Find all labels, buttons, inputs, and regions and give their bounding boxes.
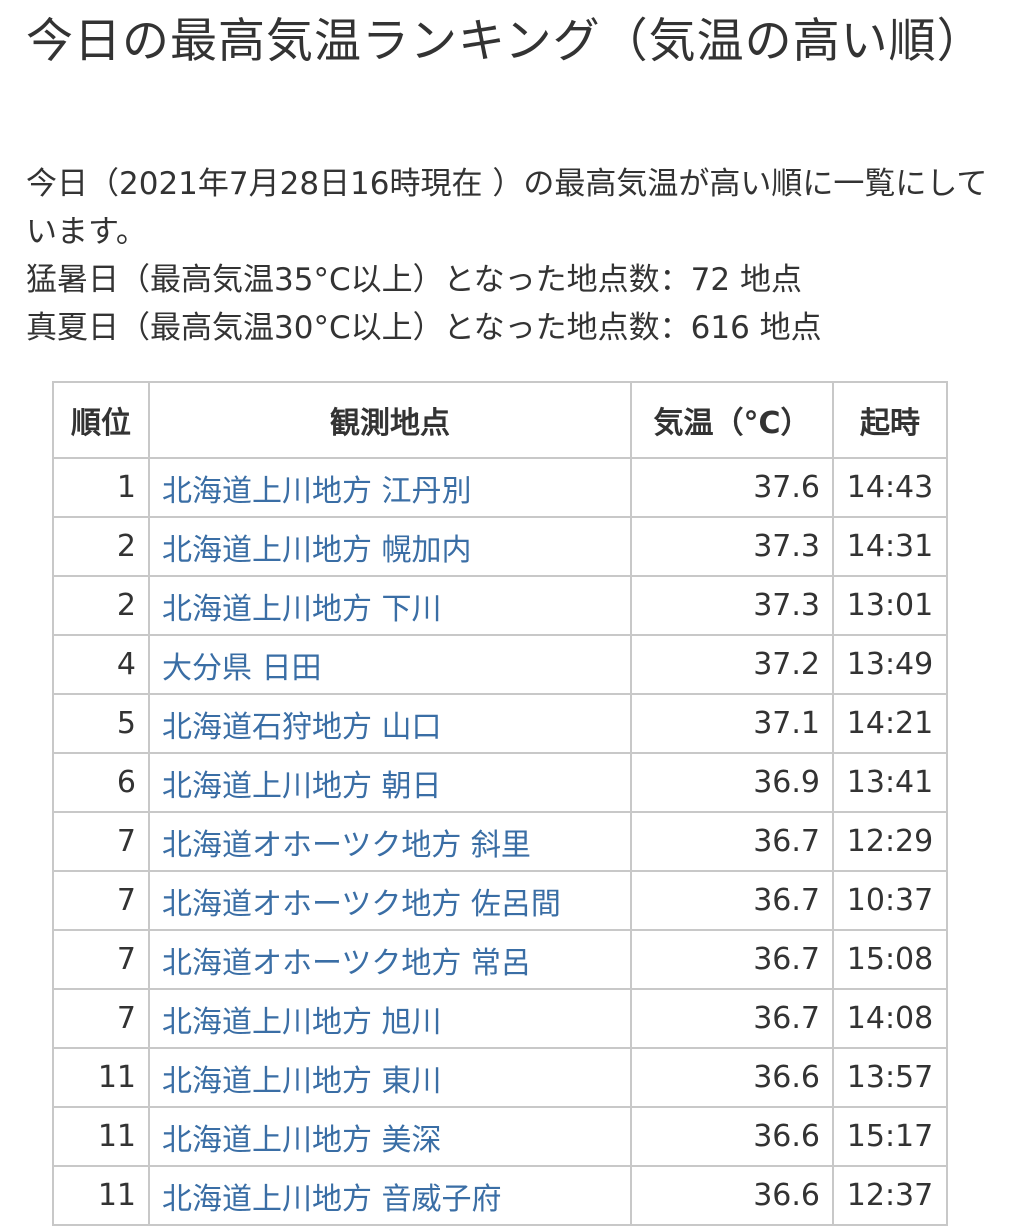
table-row: 6 北海道上川地方 朝日 36.9 13:41 <box>52 752 948 813</box>
temperature-cell: 36.7 <box>630 870 834 931</box>
table-row: 7 北海道オホーツク地方 斜里 36.7 12:29 <box>52 811 948 872</box>
table-row: 4 大分県 日田 37.2 13:49 <box>52 634 948 695</box>
temperature-cell: 36.6 <box>630 1047 834 1108</box>
description-text: 今日（2021年7月28日16時現在 ）の最高気温が高い順に一覧にしています。 <box>26 166 988 250</box>
temperature-cell: 36.7 <box>630 811 834 872</box>
temperature-cell: 37.3 <box>630 575 834 636</box>
location-link[interactable]: 北海道オホーツク地方 佐呂間 <box>162 886 561 922</box>
table-row: 7 北海道上川地方 旭川 36.7 14:08 <box>52 988 948 1049</box>
location-link[interactable]: 北海道上川地方 美深 <box>162 1122 442 1158</box>
time-cell: 13:01 <box>832 575 948 636</box>
rank-cell: 7 <box>52 988 150 1049</box>
location-link[interactable]: 北海道石狩地方 山口 <box>162 709 442 745</box>
extreme-heat-count: 猛暑日（最高気温35°C以上）となった地点数：72 地点 <box>26 262 802 298</box>
location-link[interactable]: 大分県 日田 <box>162 650 322 686</box>
temperature-cell: 36.7 <box>630 988 834 1049</box>
location-link[interactable]: 北海道上川地方 下川 <box>162 591 442 627</box>
time-cell: 15:08 <box>832 929 948 990</box>
location-cell: 北海道オホーツク地方 佐呂間 <box>148 870 632 931</box>
location-cell: 北海道上川地方 幌加内 <box>148 516 632 577</box>
temperature-cell: 37.1 <box>630 693 834 754</box>
table-row: 7 北海道オホーツク地方 佐呂間 36.7 10:37 <box>52 870 948 931</box>
location-cell: 北海道上川地方 旭川 <box>148 988 632 1049</box>
temperature-cell: 36.9 <box>630 752 834 813</box>
rank-cell: 5 <box>52 693 150 754</box>
time-cell: 13:41 <box>832 752 948 813</box>
table-row: 5 北海道石狩地方 山口 37.1 14:21 <box>52 693 948 754</box>
location-link[interactable]: 北海道上川地方 幌加内 <box>162 532 472 568</box>
rank-cell: 2 <box>52 516 150 577</box>
time-cell: 14:43 <box>832 457 948 518</box>
time-cell: 12:29 <box>832 811 948 872</box>
rank-cell: 7 <box>52 811 150 872</box>
table-row: 11 北海道上川地方 音威子府 36.6 12:37 <box>52 1165 948 1226</box>
midsummer-count: 真夏日（最高気温30°C以上）となった地点数：616 地点 <box>26 310 822 346</box>
time-cell: 13:57 <box>832 1047 948 1108</box>
rank-cell: 7 <box>52 870 150 931</box>
rank-cell: 2 <box>52 575 150 636</box>
rank-cell: 11 <box>52 1165 150 1226</box>
temperature-cell: 36.7 <box>630 929 834 990</box>
location-cell: 北海道上川地方 江丹別 <box>148 457 632 518</box>
location-cell: 北海道上川地方 東川 <box>148 1047 632 1108</box>
rank-cell: 11 <box>52 1047 150 1108</box>
table-body: 1 北海道上川地方 江丹別 37.6 14:43 2 北海道上川地方 幌加内 37.3 14:… <box>52 457 948 1226</box>
header-time: 起時 <box>832 381 948 459</box>
ranking-table: 順位 観測地点 気温（°C） 起時 1 北海道上川地方 江丹別 37.6 14:43 2… <box>52 381 948 1226</box>
location-cell: 大分県 日田 <box>148 634 632 695</box>
location-link[interactable]: 北海道上川地方 江丹別 <box>162 473 472 509</box>
location-link[interactable]: 北海道上川地方 東川 <box>162 1063 442 1099</box>
rank-cell: 11 <box>52 1106 150 1167</box>
temperature-cell: 37.3 <box>630 516 834 577</box>
time-cell: 10:37 <box>832 870 948 931</box>
description: 今日（2021年7月28日16時現在 ）の最高気温が高い順に一覧にしています。 … <box>26 160 1006 352</box>
table-row: 11 北海道上川地方 美深 36.6 15:17 <box>52 1106 948 1167</box>
location-cell: 北海道上川地方 音威子府 <box>148 1165 632 1226</box>
rank-cell: 6 <box>52 752 150 813</box>
rank-cell: 7 <box>52 929 150 990</box>
location-cell: 北海道上川地方 美深 <box>148 1106 632 1167</box>
location-cell: 北海道オホーツク地方 斜里 <box>148 811 632 872</box>
temperature-cell: 36.6 <box>630 1106 834 1167</box>
location-cell: 北海道上川地方 朝日 <box>148 752 632 813</box>
temperature-cell: 37.6 <box>630 457 834 518</box>
location-cell: 北海道石狩地方 山口 <box>148 693 632 754</box>
location-link[interactable]: 北海道上川地方 音威子府 <box>162 1181 502 1217</box>
rank-cell: 4 <box>52 634 150 695</box>
header-location: 観測地点 <box>148 381 632 459</box>
time-cell: 13:49 <box>832 634 948 695</box>
page-title: 今日の最高気温ランキング（気温の高い順） <box>26 14 985 69</box>
table-row: 2 北海道上川地方 下川 37.3 13:01 <box>52 575 948 636</box>
temperature-cell: 37.2 <box>630 634 834 695</box>
location-link[interactable]: 北海道オホーツク地方 斜里 <box>162 827 531 863</box>
table-row: 7 北海道オホーツク地方 常呂 36.7 15:08 <box>52 929 948 990</box>
table-row: 2 北海道上川地方 幌加内 37.3 14:31 <box>52 516 948 577</box>
time-cell: 14:08 <box>832 988 948 1049</box>
location-link[interactable]: 北海道上川地方 朝日 <box>162 768 442 804</box>
time-cell: 14:21 <box>832 693 948 754</box>
location-link[interactable]: 北海道上川地方 旭川 <box>162 1004 442 1040</box>
rank-cell: 1 <box>52 457 150 518</box>
header-temperature: 気温（°C） <box>630 381 834 459</box>
table-row: 11 北海道上川地方 東川 36.6 13:57 <box>52 1047 948 1108</box>
time-cell: 12:37 <box>832 1165 948 1226</box>
location-link[interactable]: 北海道オホーツク地方 常呂 <box>162 945 531 981</box>
time-cell: 14:31 <box>832 516 948 577</box>
time-cell: 15:17 <box>832 1106 948 1167</box>
header-rank: 順位 <box>52 381 150 459</box>
table-row: 1 北海道上川地方 江丹別 37.6 14:43 <box>52 457 948 518</box>
temperature-cell: 36.6 <box>630 1165 834 1226</box>
table-header-row: 順位 観測地点 気温（°C） 起時 <box>52 381 948 459</box>
location-cell: 北海道オホーツク地方 常呂 <box>148 929 632 990</box>
location-cell: 北海道上川地方 下川 <box>148 575 632 636</box>
